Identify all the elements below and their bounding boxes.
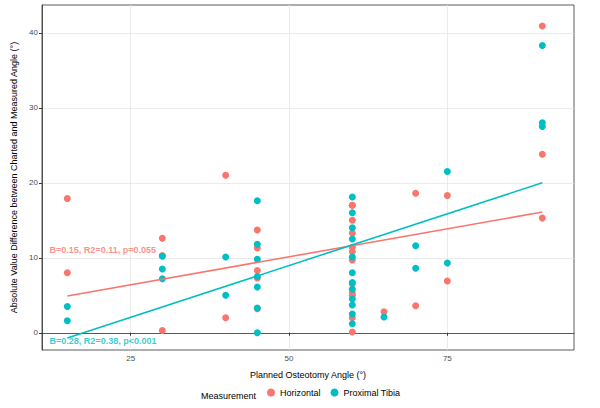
svg-text:B=0.15, R2=0.11, p=0.055: B=0.15, R2=0.11, p=0.055 xyxy=(50,245,156,255)
svg-text:20: 20 xyxy=(29,178,38,187)
svg-text:Planned Osteotomy Angle (°): Planned Osteotomy Angle (°) xyxy=(250,370,366,380)
svg-text:40: 40 xyxy=(29,28,38,37)
svg-text:10: 10 xyxy=(29,253,38,262)
svg-text:25: 25 xyxy=(126,354,135,363)
svg-text:Absolute Value Difference betw: Absolute Value Difference between Charte… xyxy=(9,42,19,313)
svg-text:75: 75 xyxy=(443,354,452,363)
svg-text:Horizontal: Horizontal xyxy=(280,388,321,398)
svg-text:30: 30 xyxy=(29,103,38,112)
svg-text:Measurement: Measurement xyxy=(201,391,257,401)
svg-text:B=0.28, R2=0.38, p<0.001: B=0.28, R2=0.38, p<0.001 xyxy=(50,336,157,346)
svg-text:Proximal Tibia: Proximal Tibia xyxy=(344,388,401,398)
svg-text:0: 0 xyxy=(34,328,39,337)
svg-text:50: 50 xyxy=(285,354,294,363)
